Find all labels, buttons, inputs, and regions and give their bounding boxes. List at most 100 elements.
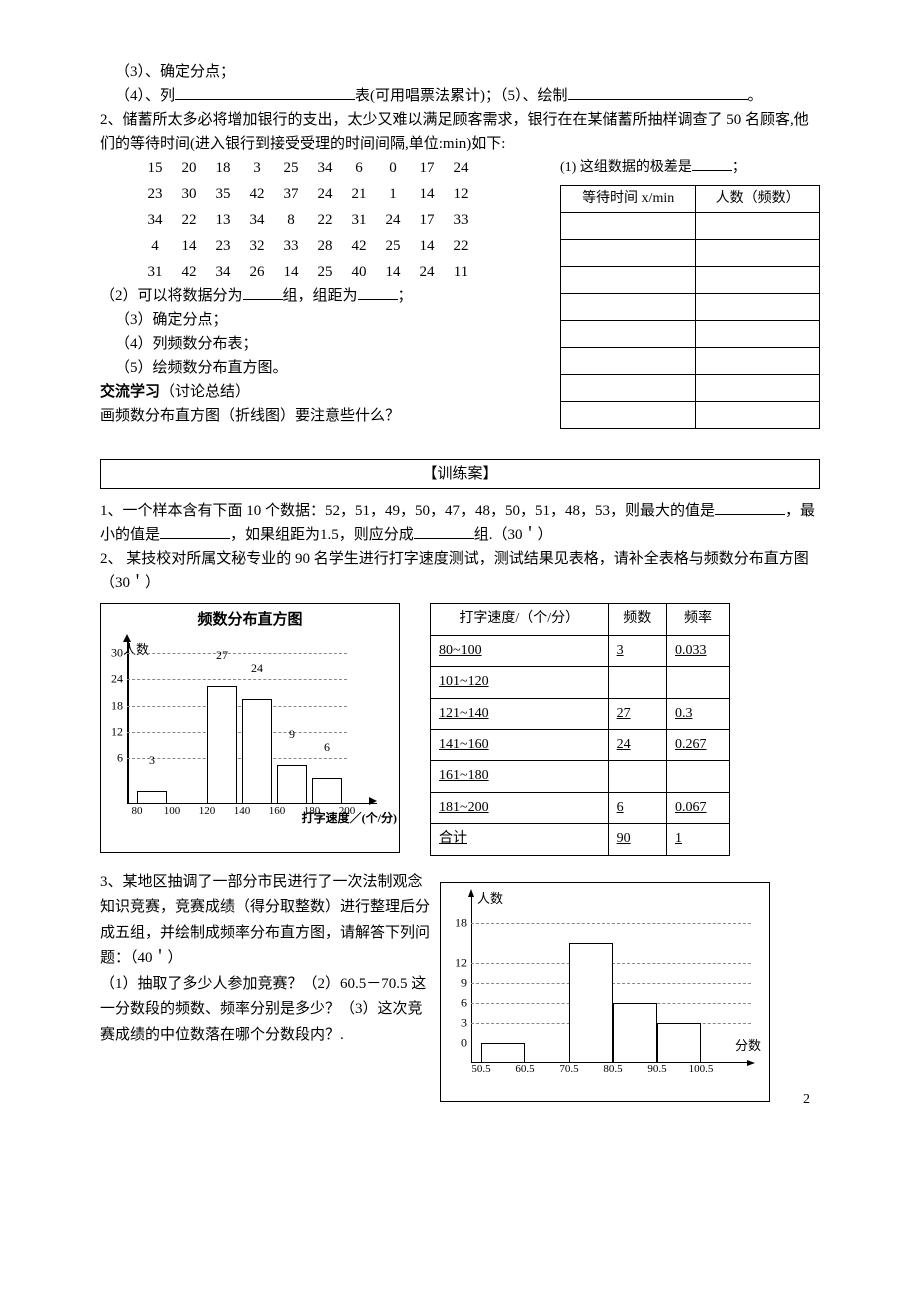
t2-cell: 27 bbox=[608, 698, 666, 729]
blank-min bbox=[160, 523, 230, 539]
hist1-bar-label: 3 bbox=[137, 751, 167, 770]
tq1-prefix: 1、一个样本含有下面 10 个数据：52，51，49，50，47，48，50，5… bbox=[100, 503, 715, 519]
page-number: 2 bbox=[803, 1089, 810, 1111]
hist1-bar bbox=[277, 765, 307, 804]
data-cell: 17 bbox=[412, 208, 442, 232]
data-grid: 1520183253460172423303542372421114123422… bbox=[140, 156, 550, 284]
hist1-plot: 人数 打字速度／(个/分) 61218243032724968010012014… bbox=[127, 634, 397, 824]
hist1-bar bbox=[312, 778, 342, 804]
tq3-text-span: 3、某地区抽调了一部分市民进行了一次法制观念知识竞赛，竞赛成绩（得分取整数）进行… bbox=[100, 874, 430, 967]
typing-table: 打字速度/（个/分）频数频率80~10030.033101~120121~140… bbox=[430, 603, 730, 855]
t2-cell: 24 bbox=[608, 729, 666, 760]
data-cell: 22 bbox=[310, 208, 340, 232]
t2-row: 181~20060.067 bbox=[431, 792, 730, 823]
hist2-yarrow bbox=[468, 889, 474, 897]
hist1-bar-label: 9 bbox=[277, 725, 307, 744]
wait-row bbox=[561, 267, 820, 294]
t2-cell: 0.033 bbox=[667, 635, 730, 666]
hist1-bar-label: 24 bbox=[242, 659, 272, 678]
hist2-chart: 人数 分数 3691218050.560.570.580.590.5100.5 bbox=[440, 882, 770, 1102]
data-cell: 25 bbox=[276, 156, 306, 180]
data-cell: 21 bbox=[344, 182, 374, 206]
wait-table: 等待时间 x/min 人数（频数） bbox=[560, 185, 820, 429]
hist1-y-arrow bbox=[123, 634, 131, 642]
hist2-ylabel: 人数 bbox=[477, 889, 503, 910]
step-3-text: （3）、确定分点； bbox=[115, 64, 235, 80]
hist2-xlabel: 分数 bbox=[735, 1036, 761, 1057]
section-box: 【训练案】 bbox=[100, 459, 820, 489]
blank-groups2 bbox=[414, 523, 474, 539]
exchange-note: （讨论总结） bbox=[160, 384, 250, 400]
hist2-bar bbox=[481, 1043, 525, 1063]
hist1-ytick: 12 bbox=[105, 722, 123, 741]
data-cell: 34 bbox=[140, 208, 170, 232]
data-cell: 0 bbox=[378, 156, 408, 180]
t2-cell bbox=[667, 667, 730, 698]
data-cell: 22 bbox=[446, 234, 476, 258]
data-cell: 42 bbox=[174, 260, 204, 284]
q2-sub2-prefix: （2）可以将数据分为 bbox=[100, 288, 243, 304]
data-cell: 34 bbox=[242, 208, 272, 232]
q2-sub2-end: ； bbox=[398, 288, 413, 304]
wait-row bbox=[561, 240, 820, 267]
hist1-xtick: 200 bbox=[339, 803, 356, 821]
hist1-yaxis bbox=[127, 642, 129, 804]
tq2-text: 2、 某技校对所属文秘专业的 90 名学生进行打字速度测试，测试结果见表格，请补… bbox=[100, 551, 809, 591]
wait-row bbox=[561, 402, 820, 429]
data-cell: 18 bbox=[208, 156, 238, 180]
blank-max bbox=[715, 499, 785, 515]
hist1-bar bbox=[207, 686, 237, 804]
hist1-chart: 频数分布直方图 人数 打字速度／(个/分) 612182430327249680… bbox=[100, 603, 400, 853]
hist1-bar bbox=[242, 699, 272, 804]
t2-cell: 161~180 bbox=[431, 761, 609, 792]
data-cell: 31 bbox=[140, 260, 170, 284]
hist2-bar bbox=[569, 943, 613, 1063]
data-cell: 20 bbox=[174, 156, 204, 180]
q2-sub2-mid: 组，组距为 bbox=[283, 288, 358, 304]
step4-suffix: 表(可用唱票法累计)；（5）、绘制 bbox=[355, 88, 568, 104]
q3-row: 3、某地区抽调了一部分市民进行了一次法制观念知识竞赛，竞赛成绩（得分取整数）进行… bbox=[100, 870, 820, 1102]
hist2-xtick: 60.5 bbox=[515, 1061, 534, 1079]
data-cell: 40 bbox=[344, 260, 374, 284]
hist1-ytick: 24 bbox=[105, 670, 123, 689]
data-cell: 33 bbox=[446, 208, 476, 232]
hist2-xtick: 50.5 bbox=[471, 1061, 490, 1079]
hist1-xtick: 120 bbox=[199, 803, 216, 821]
t2-header: 打字速度/（个/分） bbox=[431, 604, 609, 635]
data-cell: 42 bbox=[242, 182, 272, 206]
table2-col: 打字速度/（个/分）频数频率80~10030.033101~120121~140… bbox=[430, 603, 820, 855]
t2-cell: 141~160 bbox=[431, 729, 609, 760]
data-cell: 17 bbox=[412, 156, 442, 180]
q3-left: 3、某地区抽调了一部分市民进行了一次法制观念知识竞赛，竞赛成绩（得分取整数）进行… bbox=[100, 870, 430, 1049]
t2-cell: 0.267 bbox=[667, 729, 730, 760]
data-cell: 24 bbox=[412, 260, 442, 284]
data-cell: 23 bbox=[208, 234, 238, 258]
t2-row: 121~140270.3 bbox=[431, 698, 730, 729]
data-cell: 42 bbox=[344, 234, 374, 258]
hist1-bar-label: 6 bbox=[312, 738, 342, 757]
hist1-ytick: 30 bbox=[105, 644, 123, 663]
t2-cell bbox=[608, 667, 666, 698]
q2-sub1-end: ； bbox=[732, 160, 746, 175]
train-q2: 2、 某技校对所属文秘专业的 90 名学生进行打字速度测试，测试结果见表格，请补… bbox=[100, 547, 820, 595]
data-cell: 26 bbox=[242, 260, 272, 284]
hist2-xtick: 80.5 bbox=[603, 1061, 622, 1079]
hist1-bar-label: 27 bbox=[207, 646, 237, 665]
hist1-title: 频数分布直方图 bbox=[105, 608, 395, 632]
step-4-5: （4）、列表(可用唱票法累计)；（5）、绘制。 bbox=[100, 84, 820, 108]
data-cell: 11 bbox=[446, 260, 476, 284]
data-cell: 14 bbox=[412, 182, 442, 206]
wait-table-wrap: (1) 这组数据的极差是； 等待时间 x/min 人数（频数） bbox=[560, 156, 820, 429]
data-cell: 1 bbox=[378, 182, 408, 206]
data-cell: 3 bbox=[242, 156, 272, 180]
hist1-x-arrow bbox=[369, 797, 377, 805]
t2-header: 频数 bbox=[608, 604, 666, 635]
t2-cell: 0.067 bbox=[667, 792, 730, 823]
hist2-ytick: 3 bbox=[451, 1013, 467, 1032]
blank-groups bbox=[243, 284, 283, 300]
data-cell: 24 bbox=[310, 182, 340, 206]
data-cell: 4 bbox=[140, 234, 170, 258]
data-cell: 32 bbox=[242, 234, 272, 258]
hist1-xtick: 100 bbox=[164, 803, 181, 821]
data-cell: 13 bbox=[208, 208, 238, 232]
